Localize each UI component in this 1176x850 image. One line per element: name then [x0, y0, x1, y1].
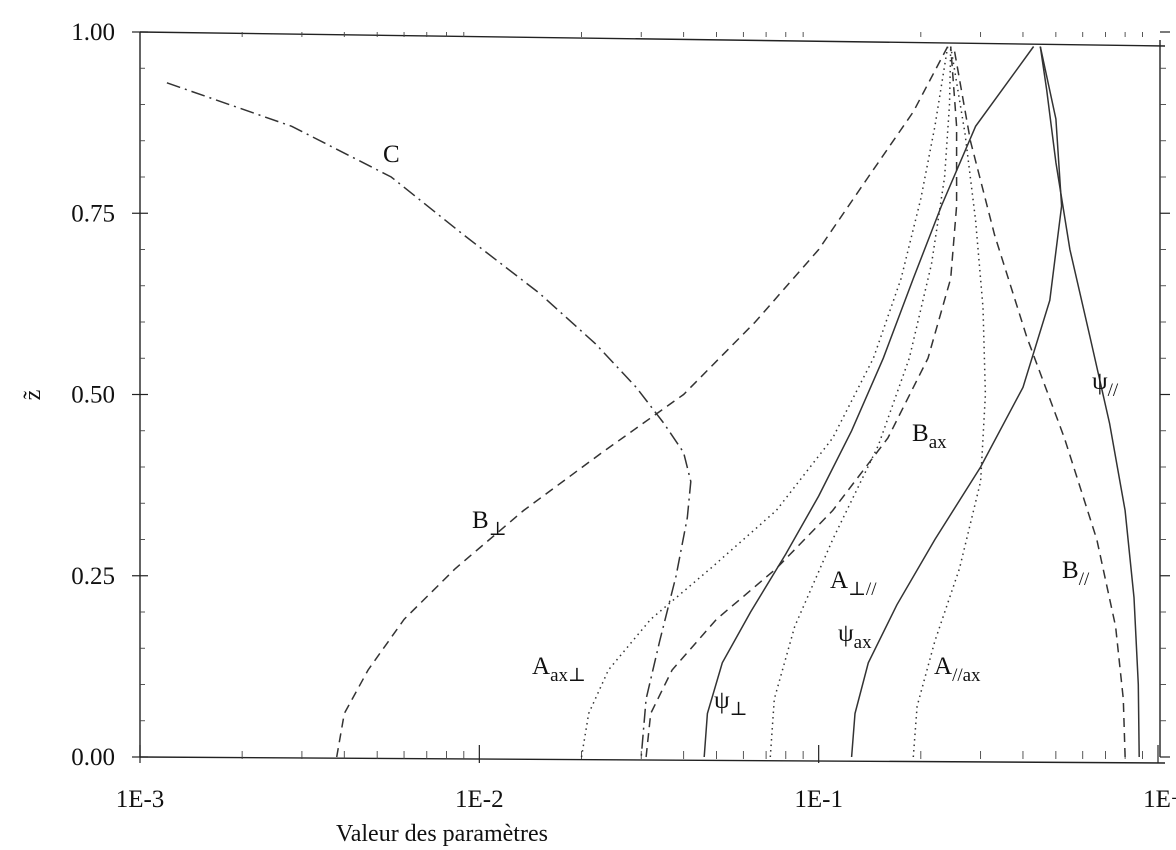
y-tick-label: 0.00: [71, 744, 115, 771]
series-line-B⊥: [335, 46, 949, 758]
series-line-B//: [952, 46, 1126, 758]
x-axis-title: Valeur des paramètres: [336, 821, 548, 847]
series-label-C: C: [383, 141, 400, 168]
x-tick-label: 1E-2: [455, 786, 504, 813]
series-label-Bax: Bax: [912, 420, 947, 453]
series-line-Bax: [645, 46, 958, 758]
y-tick-label: 0.50: [71, 382, 115, 409]
series-label-A//ax: A//ax: [934, 653, 981, 686]
series-line-Aax⊥: [580, 46, 949, 758]
series-line-ψax: [850, 46, 1063, 758]
series-label-A⊥//: A⊥//: [830, 567, 877, 600]
x-tick-label: 1E-1: [794, 786, 843, 813]
x-tick-label: 1E+: [1143, 786, 1176, 813]
y-axis-title: z̃: [20, 390, 46, 401]
series-labels: C B⊥ Aax⊥ Bax ψ⊥ A⊥// ψax A//ax B// ψ//: [383, 141, 1119, 720]
series-label-ψ⊥: ψ⊥: [714, 687, 748, 720]
series-line-ψ⊥: [703, 46, 1035, 758]
series-label-ψ//: ψ//: [1092, 368, 1119, 401]
series-line-C: [166, 82, 692, 758]
top-axis-line: [139, 31, 1166, 47]
series-label-B//: B//: [1062, 557, 1090, 590]
series-label-B⊥: B⊥: [472, 507, 507, 540]
series-line-A//ax: [912, 46, 987, 758]
series-curves: [166, 46, 1140, 758]
y-tick-label: 0.75: [71, 200, 115, 227]
x-tick-label: 1E-3: [116, 786, 165, 813]
y-tick-label: 1.00: [71, 19, 115, 46]
series-label-ψax: ψax: [838, 620, 872, 653]
plot-frame: [139, 31, 1166, 764]
bottom-axis-line: [139, 756, 1166, 764]
series-label-Aax⊥: Aax⊥: [532, 653, 586, 686]
series-line-ψ//: [1039, 46, 1140, 758]
y-tick-label: 0.25: [71, 563, 115, 590]
axis-ticks: 1E-3 1E-2 1E-1 1E+ 0.00 0.25 0.50 0.75 1.00: [71, 19, 1176, 813]
